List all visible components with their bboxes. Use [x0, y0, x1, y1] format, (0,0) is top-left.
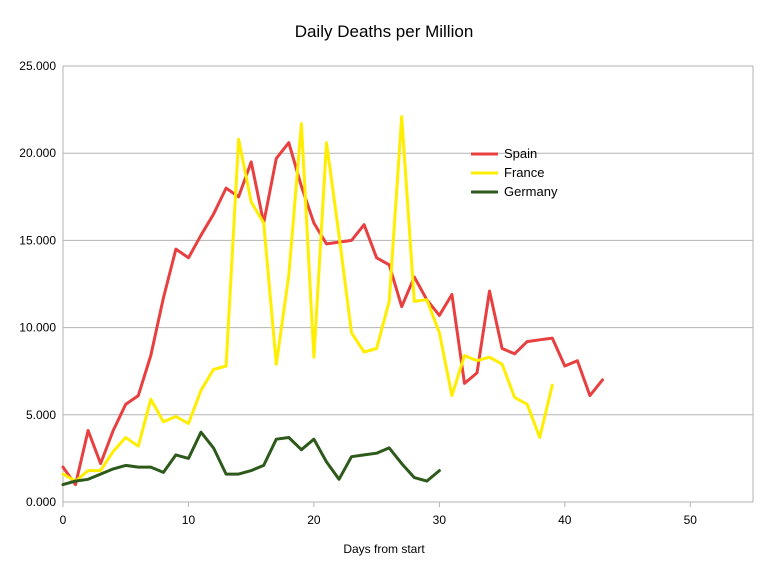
- x-tick-label: 30: [433, 513, 447, 527]
- x-tick-label: 10: [182, 513, 196, 527]
- series-line-germany: [61, 430, 441, 487]
- y-tick-label: 25.000: [19, 59, 56, 73]
- x-tick-label: 20: [307, 513, 321, 527]
- legend-label-spain: Spain: [504, 146, 537, 161]
- legend-label-france: France: [504, 165, 544, 180]
- y-tick-label: 15.000: [19, 233, 56, 247]
- x-tick-label: 40: [558, 513, 572, 527]
- series-lines: [61, 115, 604, 487]
- legend: Spain France Germany: [471, 146, 558, 199]
- chart-title: Daily Deaths per Million: [295, 22, 474, 41]
- y-tick-label: 10.000: [19, 321, 56, 335]
- axes: 0.000 5.000 10.000 15.000 20.000 25.000 0 10 20 3…: [19, 59, 754, 527]
- x-axis-title: Days from start: [343, 542, 425, 556]
- legend-label-germany: Germany: [504, 184, 558, 199]
- y-tick-label: 5.000: [26, 408, 56, 422]
- series-line-france: [61, 115, 554, 483]
- y-tick-label: 20.000: [19, 146, 56, 160]
- y-tick-label: 0.000: [26, 495, 56, 509]
- x-tick-label: 0: [60, 513, 67, 527]
- series-line-spain: [61, 141, 604, 487]
- x-tick-label: 50: [684, 513, 698, 527]
